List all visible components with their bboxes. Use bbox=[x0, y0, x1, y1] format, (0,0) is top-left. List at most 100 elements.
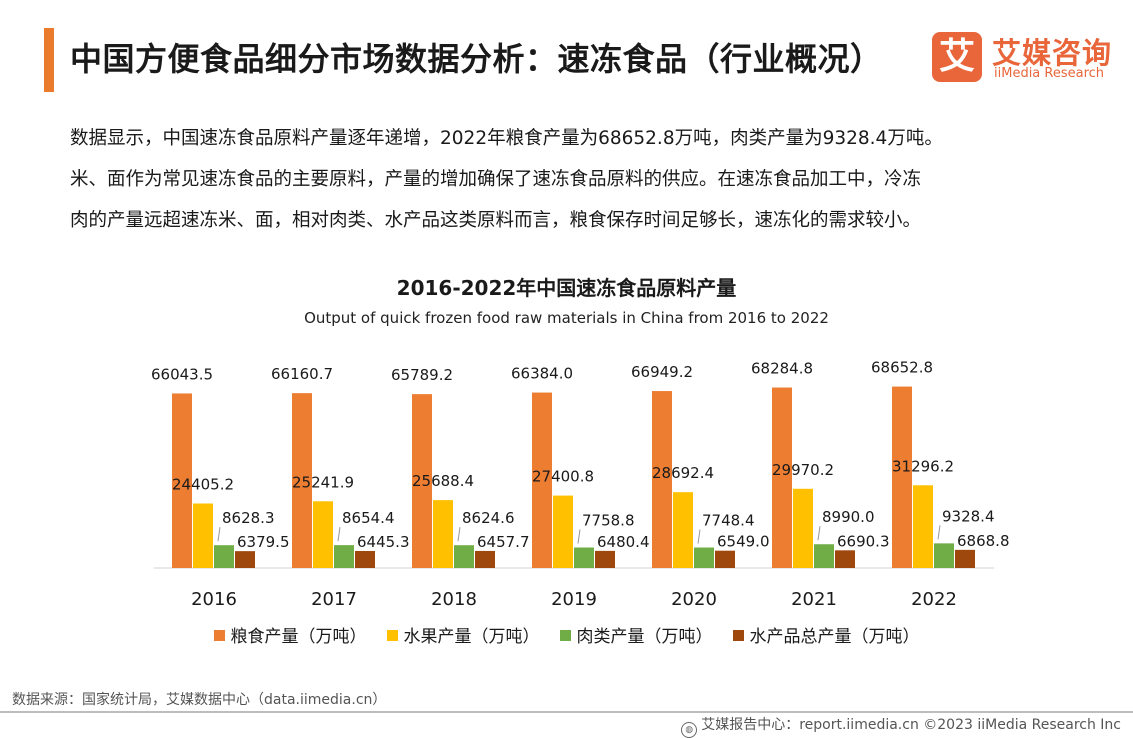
bar bbox=[934, 543, 954, 568]
footer-text: 艾媒报告中心：report.iimedia.cn ©2023 iiMedia R… bbox=[701, 717, 1121, 733]
data-label: 28692.4 bbox=[652, 464, 714, 482]
bar bbox=[334, 545, 354, 568]
bar-chart: 66043.5 24405.2 8628.3 6379.5 2016 66160.7 252… bbox=[151, 359, 1010, 610]
data-label: 9328.4 bbox=[942, 507, 995, 525]
bar bbox=[955, 549, 975, 568]
title-accent-bar bbox=[44, 28, 54, 92]
bar bbox=[574, 547, 594, 568]
bar bbox=[433, 500, 453, 568]
data-label: 66160.7 bbox=[271, 365, 333, 383]
data-label: 24405.2 bbox=[172, 476, 234, 494]
label-leader-line bbox=[217, 527, 221, 542]
label-leader-line bbox=[937, 525, 941, 540]
label-leader-line bbox=[697, 529, 701, 544]
label-leader-line bbox=[337, 527, 341, 542]
bar bbox=[193, 503, 213, 568]
data-label: 68652.8 bbox=[871, 359, 933, 377]
bar bbox=[892, 386, 912, 568]
intro-paragraph: 数据显示，中国速冻食品原料产量逐年递增，2022年粮食产量为68652.8万吨，… bbox=[70, 118, 1070, 241]
bar bbox=[235, 551, 255, 568]
bar bbox=[694, 547, 714, 568]
data-label: 6690.3 bbox=[837, 532, 890, 550]
legend-swatch bbox=[386, 630, 398, 641]
bar bbox=[715, 550, 735, 568]
intro-line: 数据显示，中国速冻食品原料产量逐年递增，2022年粮食产量为68652.8万吨，… bbox=[70, 128, 943, 149]
logo-text-en: iiMedia Research bbox=[994, 66, 1105, 81]
label-leader-line bbox=[577, 529, 581, 544]
legend-item: 水果产量（万吨） bbox=[386, 622, 540, 647]
x-tick-label: 2022 bbox=[911, 589, 957, 610]
legend-swatch bbox=[213, 630, 225, 641]
data-label: 6868.8 bbox=[957, 532, 1010, 550]
bar bbox=[793, 488, 813, 568]
bar bbox=[214, 545, 234, 568]
iimedia-logo: 艾 艾媒咨询 iiMedia Research bbox=[932, 30, 1122, 86]
data-label: 6457.7 bbox=[477, 533, 530, 551]
bar bbox=[475, 550, 495, 568]
data-label: 66043.5 bbox=[151, 365, 213, 383]
logo-mark: 艾 bbox=[932, 32, 982, 82]
logo-text-cn: 艾媒咨询 bbox=[992, 36, 1113, 70]
data-label: 65789.2 bbox=[391, 366, 453, 384]
data-label: 7748.4 bbox=[702, 512, 755, 530]
data-label: 27400.8 bbox=[532, 468, 594, 486]
x-tick-label: 2019 bbox=[551, 589, 597, 610]
data-label: 6379.5 bbox=[237, 533, 290, 551]
bar bbox=[673, 492, 693, 568]
legend-label: 水产品总产量（万吨） bbox=[749, 627, 920, 647]
data-label: 6480.4 bbox=[597, 533, 650, 551]
chart-subtitle: Output of quick frozen food raw material… bbox=[304, 309, 829, 327]
bar bbox=[772, 387, 792, 568]
intro-line: 肉的产量远超速冻米、面，相对肉类、水产品这类原料而言，粮食保存时间足够长，速冻化… bbox=[70, 210, 922, 231]
data-label: 31296.2 bbox=[892, 457, 954, 475]
bar bbox=[313, 501, 333, 568]
x-tick-label: 2020 bbox=[671, 589, 717, 610]
legend-label: 肉类产量（万吨） bbox=[576, 627, 713, 647]
data-label: 25241.9 bbox=[292, 473, 354, 491]
chart-legend: 粮食产量（万吨） 水果产量（万吨） 肉类产量（万吨） 水产品总产量（万吨） bbox=[0, 622, 1133, 647]
bar bbox=[553, 495, 573, 568]
x-tick-label: 2018 bbox=[431, 589, 477, 610]
x-tick-label: 2021 bbox=[791, 589, 837, 610]
legend-label: 水果产量（万吨） bbox=[403, 627, 540, 647]
data-label: 6445.3 bbox=[357, 533, 410, 551]
x-tick-label: 2016 bbox=[191, 589, 237, 610]
bar bbox=[652, 391, 672, 568]
footer-divider bbox=[0, 711, 1133, 713]
bar bbox=[412, 394, 432, 568]
legend-item: 水产品总产量（万吨） bbox=[732, 622, 920, 647]
data-label: 68284.8 bbox=[751, 360, 813, 378]
chart-title: 2016-2022年中国速冻食品原料产量 bbox=[396, 276, 737, 300]
bar bbox=[913, 485, 933, 568]
legend-swatch bbox=[732, 630, 744, 641]
bar bbox=[595, 550, 615, 568]
label-leader-line bbox=[817, 526, 821, 541]
legend-item: 肉类产量（万吨） bbox=[559, 622, 713, 647]
data-label: 6549.0 bbox=[717, 533, 770, 551]
bar bbox=[814, 544, 834, 568]
data-label: 66384.0 bbox=[511, 365, 573, 383]
label-leader-line bbox=[457, 527, 461, 542]
data-label: 66949.2 bbox=[631, 363, 693, 381]
data-label: 29970.2 bbox=[772, 461, 834, 479]
data-label: 8654.4 bbox=[342, 509, 395, 527]
x-tick-label: 2017 bbox=[311, 589, 357, 610]
data-label: 8990.0 bbox=[822, 508, 875, 526]
legend-label: 粮食产量（万吨） bbox=[230, 627, 367, 647]
data-label: 8628.3 bbox=[222, 509, 275, 527]
legend-swatch bbox=[559, 630, 571, 641]
bar bbox=[172, 393, 192, 568]
footer: ◍ 艾媒报告中心：report.iimedia.cn ©2023 iiMedia … bbox=[681, 714, 1121, 738]
bar bbox=[292, 393, 312, 568]
bar bbox=[835, 550, 855, 568]
data-label: 7758.8 bbox=[582, 511, 635, 529]
legend-item: 粮食产量（万吨） bbox=[213, 622, 367, 647]
data-label: 25688.4 bbox=[412, 472, 474, 490]
data-source: 数据来源：国家统计局，艾媒数据中心（data.iimedia.cn） bbox=[12, 692, 387, 708]
bar bbox=[532, 392, 552, 568]
data-label: 8624.6 bbox=[462, 509, 515, 527]
bar bbox=[355, 550, 375, 568]
intro-line: 米、面作为常见速冻食品的主要原料，产量的增加确保了速冻食品原料的供应。在速冻食品… bbox=[70, 169, 922, 190]
page-title: 中国方便食品细分市场数据分析：速冻食品（行业概况） bbox=[70, 40, 883, 78]
bar bbox=[454, 545, 474, 568]
